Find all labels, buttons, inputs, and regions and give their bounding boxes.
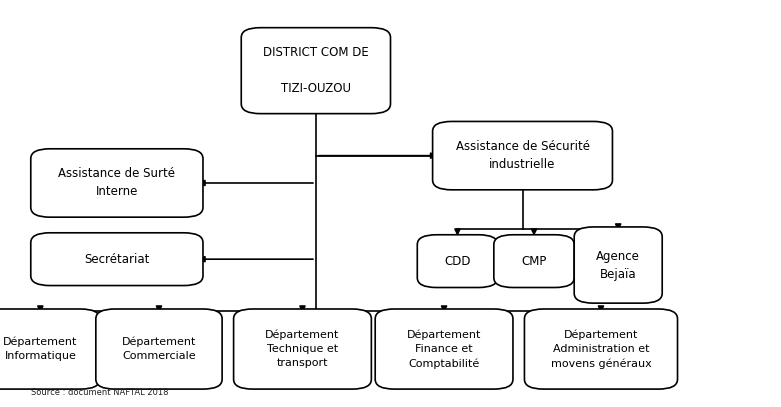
FancyBboxPatch shape [375,309,513,389]
Text: Département
Commerciale: Département Commerciale [122,337,196,361]
Text: DISTRICT COM DE

TIZI-OUZOU: DISTRICT COM DE TIZI-OUZOU [263,46,369,95]
Text: Département
Informatique: Département Informatique [3,337,77,361]
FancyBboxPatch shape [574,227,662,303]
Text: CDD: CDD [444,255,471,268]
FancyBboxPatch shape [30,149,203,217]
Text: Agence
Bejaïa: Agence Bejaïa [596,249,640,280]
FancyBboxPatch shape [494,235,574,287]
FancyBboxPatch shape [0,309,100,389]
Text: Département
Finance et
Comptabilité: Département Finance et Comptabilité [407,329,481,369]
Text: Département
Technique et
transport: Département Technique et transport [266,330,340,368]
Text: Assistance de Sécurité
industrielle: Assistance de Sécurité industrielle [455,140,590,171]
FancyBboxPatch shape [241,28,390,114]
FancyBboxPatch shape [96,309,222,389]
FancyBboxPatch shape [30,233,203,286]
FancyBboxPatch shape [234,309,372,389]
FancyBboxPatch shape [525,309,677,389]
Text: CMP: CMP [522,255,547,268]
Text: Source : document NAFTAL 2018: Source : document NAFTAL 2018 [30,388,168,397]
Text: Département
Administration et
movens généraux: Département Administration et movens gén… [551,329,651,369]
Text: Assistance de Surté
Interne: Assistance de Surté Interne [59,168,176,199]
FancyBboxPatch shape [433,121,612,190]
Text: Secrétariat: Secrétariat [84,253,150,266]
FancyBboxPatch shape [417,235,497,287]
